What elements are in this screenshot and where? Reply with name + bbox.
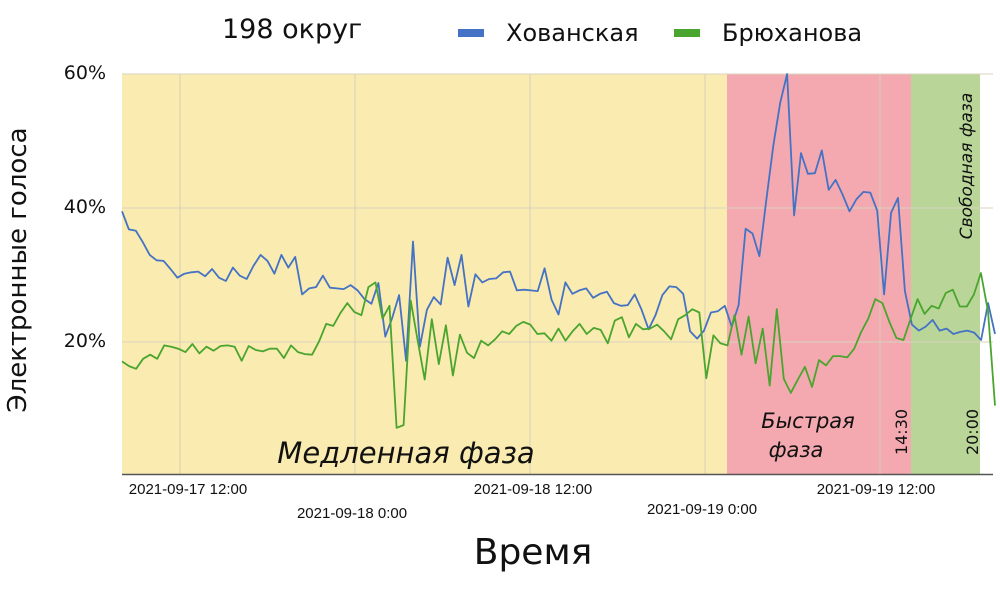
y-tick-60: 60% (63, 62, 106, 84)
legend-item-bryukhanova: Брюханова (674, 19, 862, 47)
legend-item-khovanskaya: Хованская (458, 19, 639, 47)
legend-label: Брюханова (722, 19, 863, 47)
free-phase-band (911, 74, 980, 474)
x-tick-0918-1200: 2021-09-18 12:00 (473, 481, 593, 498)
y-tick-20: 20% (63, 330, 106, 352)
annotation-2000: 20:00 (963, 409, 982, 455)
x-axis-label: Время (473, 532, 593, 573)
legend-swatch-green-icon (674, 29, 700, 37)
series-line-bryukhanova (121, 272, 996, 429)
slow-phase-band (122, 74, 727, 474)
free-phase-label: Свободная фаза (957, 93, 977, 240)
y-tick-40: 40% (63, 196, 106, 218)
x-tick-0918-0000: 2021-09-18 0:00 (296, 505, 408, 522)
vertical-gridlines (179, 74, 881, 474)
x-tick-0917-1200: 2021-09-17 12:00 (128, 481, 248, 498)
x-tick-0919-1200: 2021-09-19 12:00 (816, 481, 936, 498)
annotation-1430: 14:30 (892, 409, 911, 455)
legend-label: Хованская (506, 19, 639, 47)
series-line-khovanskaya (121, 73, 996, 362)
x-tick-0919-0000: 2021-09-19 0:00 (646, 501, 758, 518)
chart-title: 198 округ (222, 14, 363, 45)
fast-phase-label-line2: фаза (769, 438, 824, 462)
slow-phase-label: Медленная фаза (277, 436, 534, 470)
legend-swatch-blue-icon (458, 29, 484, 37)
fast-phase-label-line1: Быстрая (761, 409, 855, 433)
